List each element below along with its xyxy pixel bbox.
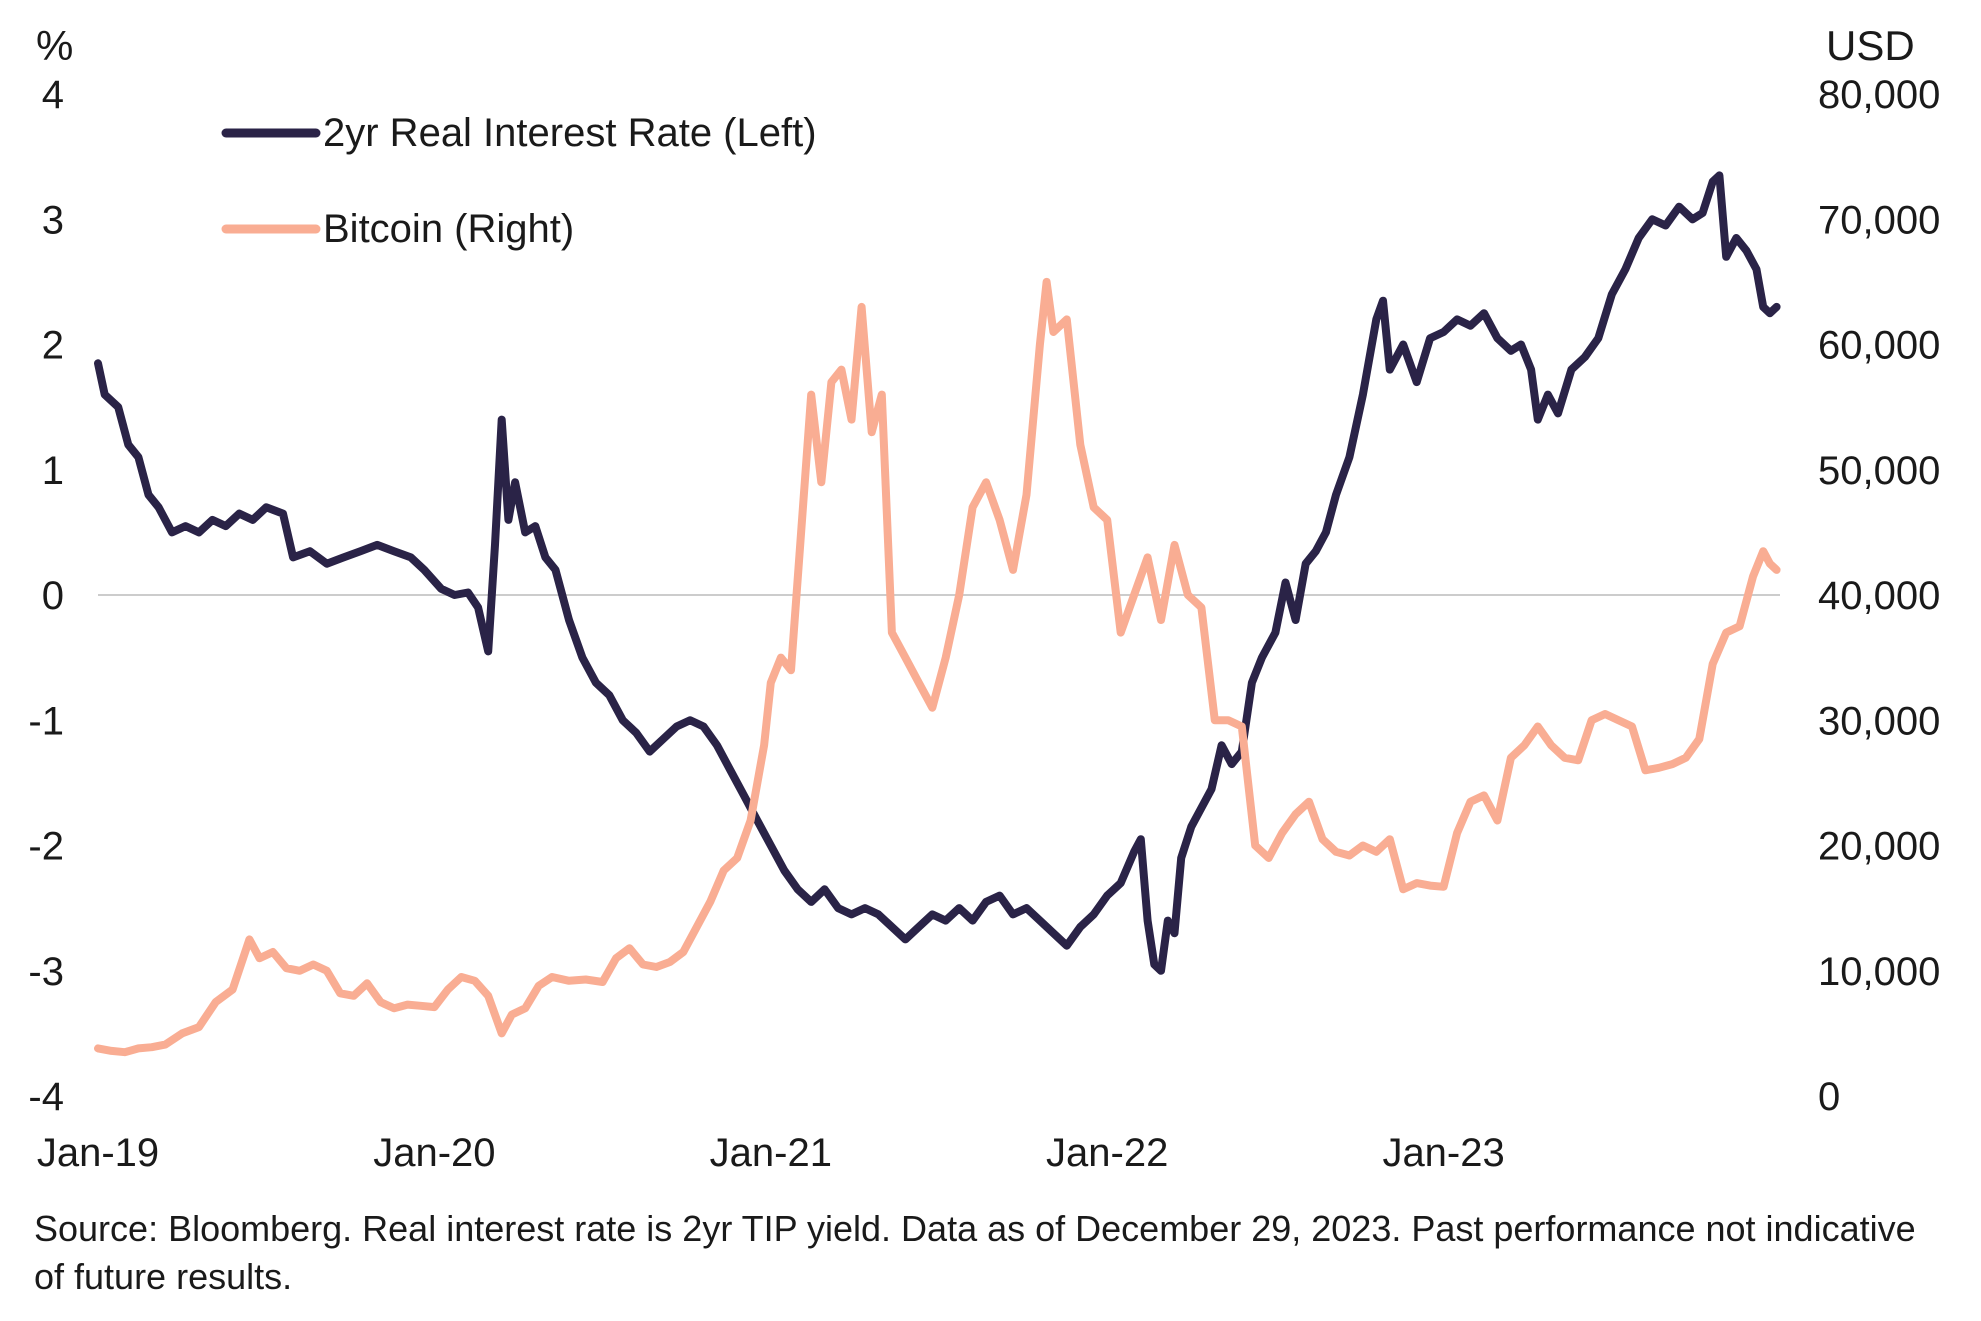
x-tick-label: Jan-23 [1382,1131,1504,1175]
x-tick-label: Jan-19 [37,1131,159,1175]
right-tick-label: 10,000 [1818,950,1940,994]
left-tick-label: -2 [28,825,64,869]
x-tick-label: Jan-20 [373,1131,495,1175]
legend-label-rate: 2yr Real Interest Rate (Left) [323,111,817,155]
left-tick-label: -3 [28,950,64,994]
left-axis-unit: % [36,22,73,69]
series-layer [94,171,1781,1057]
x-tick-label: Jan-22 [1046,1131,1168,1175]
right-tick-label: 20,000 [1818,825,1940,869]
left-tick-label: -4 [28,1075,64,1119]
right-tick-label: 40,000 [1818,574,1940,618]
x-axis-ticks: Jan-19 Jan-20 Jan-21 Jan-22 Jan-23 [37,1131,1505,1175]
right-tick-label: 80,000 [1818,73,1940,117]
left-tick-label: 2 [42,324,64,368]
left-tick-label: 1 [42,449,64,493]
right-tick-label: 50,000 [1818,449,1940,493]
right-tick-label: 70,000 [1818,198,1940,242]
left-axis-ticks: 4 3 2 1 0 -1 -2 -3 -4 [28,73,64,1119]
legend: 2yr Real Interest Rate (Left) Bitcoin (R… [221,111,817,251]
legend-label-bitcoin: Bitcoin (Right) [323,207,574,251]
left-tick-label: 0 [42,574,64,618]
series-line-rate [94,171,1781,975]
right-tick-label: 30,000 [1818,699,1940,743]
x-tick-label: Jan-21 [710,1131,832,1175]
series-line-bitcoin [94,277,1781,1057]
left-tick-label: 3 [42,198,64,242]
right-axis-unit: USD [1826,22,1915,69]
source-note: Source: Bloomberg. Real interest rate is… [34,1208,1916,1297]
right-tick-label: 60,000 [1818,324,1940,368]
right-tick-label: 0 [1818,1075,1840,1119]
left-tick-label: -1 [28,699,64,743]
left-tick-label: 4 [42,73,64,117]
right-axis-ticks: 80,000 70,000 60,000 50,000 40,000 30,000 20,0… [1818,73,1940,1119]
